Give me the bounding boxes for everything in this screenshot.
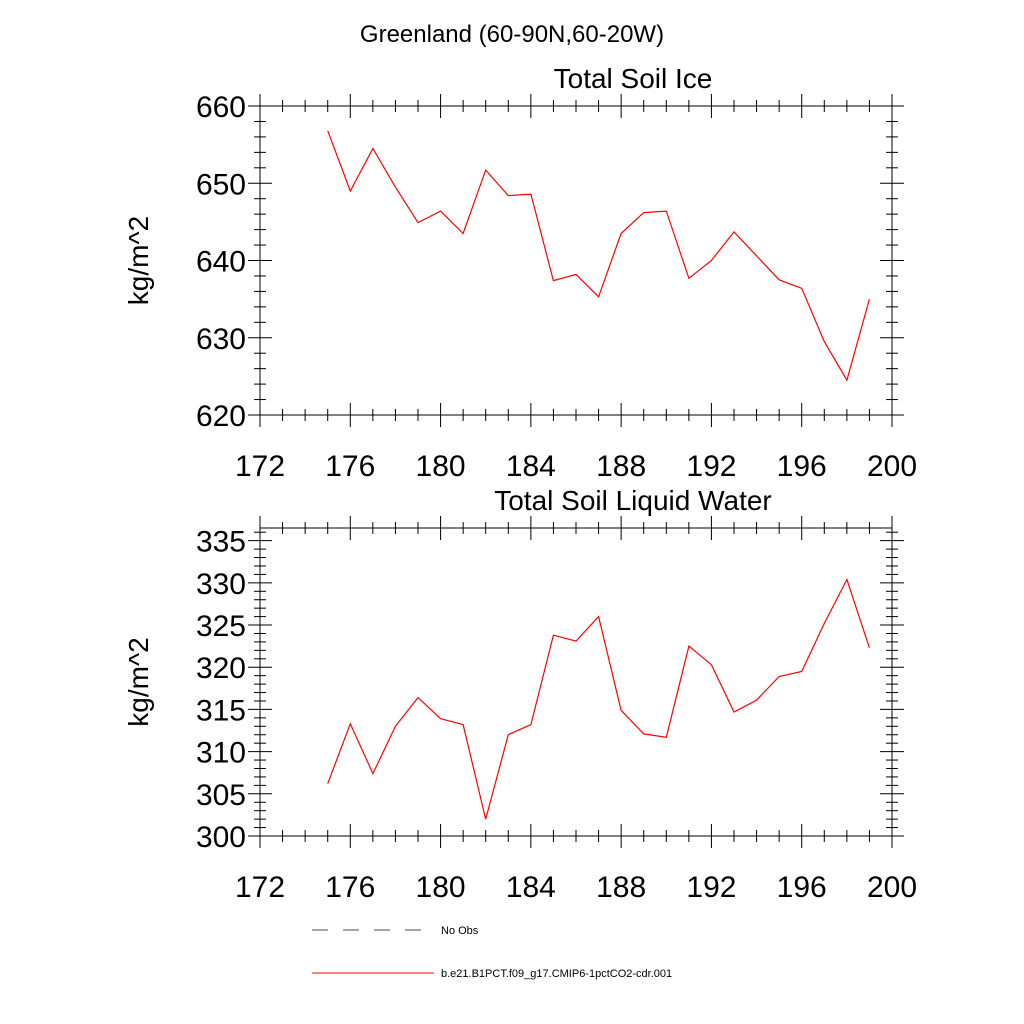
y-axis-label: kg/m^2: [123, 216, 154, 305]
x-tick-label: 188: [596, 450, 646, 483]
series-line: [327, 577, 870, 820]
x-tick-label: 176: [325, 871, 375, 904]
plot-frame: [259, 105, 893, 416]
y-tick-label: 660: [196, 91, 246, 124]
y-tick-label: 640: [196, 246, 246, 279]
y-tick-label: 325: [196, 610, 246, 643]
x-tick-label: 172: [235, 450, 285, 483]
x-tick-label: 184: [506, 871, 556, 904]
y-axis-label: kg/m^2: [123, 637, 154, 726]
y-tick-label: 630: [196, 323, 246, 356]
y-tick-label: 620: [196, 400, 246, 433]
plot-frame: [259, 527, 893, 837]
x-tick-label: 180: [416, 450, 466, 483]
series-line: [327, 130, 870, 382]
y-tick-label: 650: [196, 168, 246, 201]
chart-panel-2: Total Soil Liquid Water kg/m^2 172 176 180 18…: [123, 485, 917, 904]
x-tick-label: 180: [416, 871, 466, 904]
y-tick-label: 310: [196, 737, 246, 770]
x-tick-label: 172: [235, 871, 285, 904]
x-tick-label: 196: [777, 871, 827, 904]
x-tick-label: 200: [867, 450, 917, 483]
panel-title: Total Soil Liquid Water: [494, 485, 772, 516]
legend-label-1: No Obs: [441, 925, 479, 937]
y-tick-label: 300: [196, 821, 246, 854]
chart-panels: Total Soil Ice kg/m^2 172 176 180 184 188 192 19…: [123, 63, 917, 904]
y-tick-label: 335: [196, 526, 246, 559]
y-tick-label: 305: [196, 779, 246, 812]
panel-title: Total Soil Ice: [554, 63, 713, 94]
x-tick-label: 188: [596, 871, 646, 904]
y-tick-label: 315: [196, 694, 246, 727]
figure-title: Greenland (60-90N,60-20W): [360, 21, 664, 48]
y-tick-label: 320: [196, 652, 246, 685]
x-tick-label: 200: [867, 871, 917, 904]
x-tick-label: 176: [325, 450, 375, 483]
x-tick-label: 184: [506, 450, 556, 483]
x-tick-label: 192: [686, 871, 736, 904]
x-tick-label: 196: [777, 450, 827, 483]
y-tick-label: 330: [196, 568, 246, 601]
chart-panel-1: Total Soil Ice kg/m^2 172 176 180 184 188 192 19…: [123, 63, 917, 483]
chart-legend: No Obs b.e21.B1PCT.f09_g17.CMIP6-1pctCO2-…: [312, 925, 672, 980]
legend-label-2: b.e21.B1PCT.f09_g17.CMIP6-1pctCO2-cdr.00…: [441, 968, 672, 980]
x-tick-label: 192: [686, 450, 736, 483]
